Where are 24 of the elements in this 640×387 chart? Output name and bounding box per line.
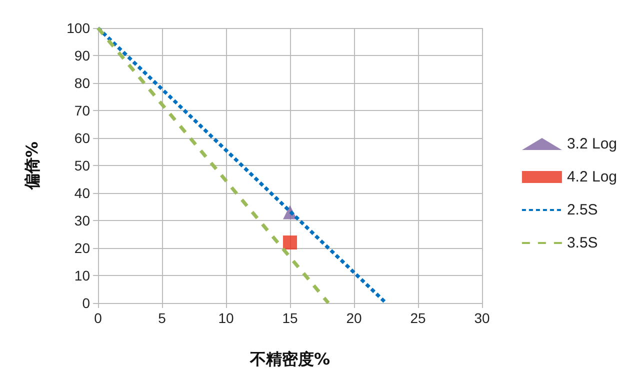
y-tick-label: 80 xyxy=(74,75,90,91)
y-tick-label: 70 xyxy=(74,102,90,118)
y-tick-label: 50 xyxy=(74,158,90,174)
x-tick-label: 5 xyxy=(158,310,166,326)
x-tick-label: 20 xyxy=(346,310,362,326)
x-axis-title: 不精密度% xyxy=(248,350,330,368)
y-tick-label: 90 xyxy=(74,48,90,64)
x-tick-label: 25 xyxy=(410,310,426,326)
y-tick-label: 40 xyxy=(74,185,90,201)
x-tick-label: 0 xyxy=(94,310,102,326)
y-tick-label: 10 xyxy=(74,268,90,284)
legend-label: 2.5S xyxy=(566,202,598,218)
y-tick-label: 30 xyxy=(74,212,90,228)
y-axis-title: 偏倚% xyxy=(22,141,42,191)
y-tick-label: 20 xyxy=(74,240,90,256)
y-tick-label: 100 xyxy=(66,20,90,36)
y-tick-label: 60 xyxy=(74,130,90,146)
legend-label: 4.2 Log xyxy=(566,168,617,186)
x-tick-label: 30 xyxy=(474,310,490,326)
y-tick-label: 0 xyxy=(82,295,90,311)
legend-label: 3.2 Log xyxy=(566,136,617,152)
x-tick-label: 15 xyxy=(282,310,298,326)
x-tick-label: 10 xyxy=(218,310,234,326)
legend-label: 3.5S xyxy=(566,234,598,252)
